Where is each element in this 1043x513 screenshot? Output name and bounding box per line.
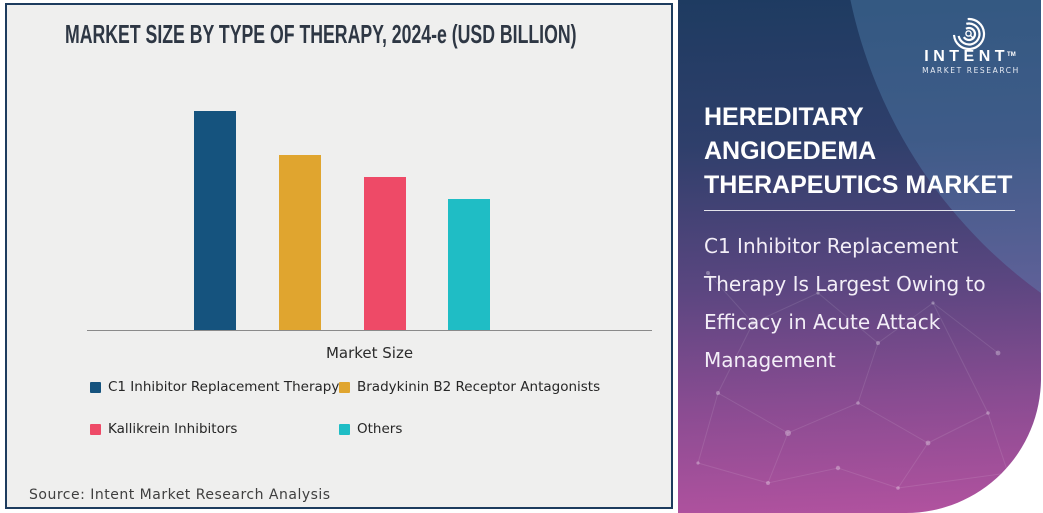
panel-title: HEREDITARY ANGIOEDEMA THERAPEUTICS MARKE… bbox=[704, 100, 1015, 202]
legend-label: Others bbox=[357, 421, 403, 437]
legend-swatch-c1-inhibitor-replacement-therapy bbox=[90, 381, 101, 393]
legend-swatch-bradykinin-b2-receptor-antagonists bbox=[339, 381, 350, 393]
source-note: Source: Intent Market Research Analysis bbox=[29, 487, 331, 503]
legend-item-others: Others bbox=[339, 419, 665, 439]
trademark-mark: TM bbox=[1007, 52, 1016, 58]
panel-title-line1: HEREDITARY bbox=[704, 103, 864, 131]
legend-item-c1-inhibitor-replacement-therapy: C1 Inhibitor Replacement Therapy bbox=[90, 377, 339, 397]
legend-row-1: C1 Inhibitor Replacement Therapy Bradykin… bbox=[90, 377, 665, 397]
bar-c1-inhibitor-replacement-therapy bbox=[194, 111, 236, 330]
chart-legend: C1 Inhibitor Replacement Therapy Bradykin… bbox=[90, 377, 665, 461]
bar-kallikrein-inhibitors bbox=[364, 177, 406, 330]
legend-row-2: Kallikrein Inhibitors Others bbox=[90, 419, 665, 439]
legend-item-kallikrein-inhibitors: Kallikrein Inhibitors bbox=[90, 419, 339, 439]
side-panel: INTENTTM MARKET RESEARCH HEREDITARY ANGI… bbox=[678, 0, 1041, 513]
legend-label: Bradykinin B2 Receptor Antagonists bbox=[357, 379, 601, 395]
bar-chart-plot-area bbox=[87, 102, 652, 331]
brand-logo: INTENTTM MARKET RESEARCH bbox=[915, 8, 1027, 75]
legend-swatch-others bbox=[339, 423, 350, 435]
legend-label: C1 Inhibitor Replacement Therapy bbox=[108, 379, 340, 395]
panel-content: HEREDITARY ANGIOEDEMA THERAPEUTICS MARKE… bbox=[678, 0, 1041, 379]
panel-title-line3: THERAPEUTICS MARKET bbox=[704, 171, 1013, 199]
bar-others bbox=[448, 199, 490, 330]
legend-item-bradykinin-b2-receptor-antagonists: Bradykinin B2 Receptor Antagonists bbox=[339, 377, 665, 397]
legend-swatch-kallikrein-inhibitors bbox=[90, 423, 101, 435]
panel-description: C1 Inhibitor Replacement Therapy Is Larg… bbox=[704, 234, 986, 372]
chart-title: MARKET SIZE BY TYPE OF THERAPY, 2024-e (… bbox=[65, 19, 577, 49]
panel-title-line2: ANGIOEDEMA bbox=[704, 137, 877, 165]
legend-label: Kallikrein Inhibitors bbox=[108, 421, 238, 437]
divider-line bbox=[704, 210, 1015, 211]
sonar-magnifier-icon bbox=[952, 17, 986, 50]
bar-bradykinin-b2-receptor-antagonists bbox=[279, 155, 321, 330]
chart-section: MARKET SIZE BY TYPE OF THERAPY, 2024-e (… bbox=[5, 3, 673, 509]
brand-tagline: MARKET RESEARCH bbox=[922, 66, 1020, 75]
brand-name: INTENTTM bbox=[924, 48, 1016, 65]
x-axis-label: Market Size bbox=[325, 344, 414, 362]
